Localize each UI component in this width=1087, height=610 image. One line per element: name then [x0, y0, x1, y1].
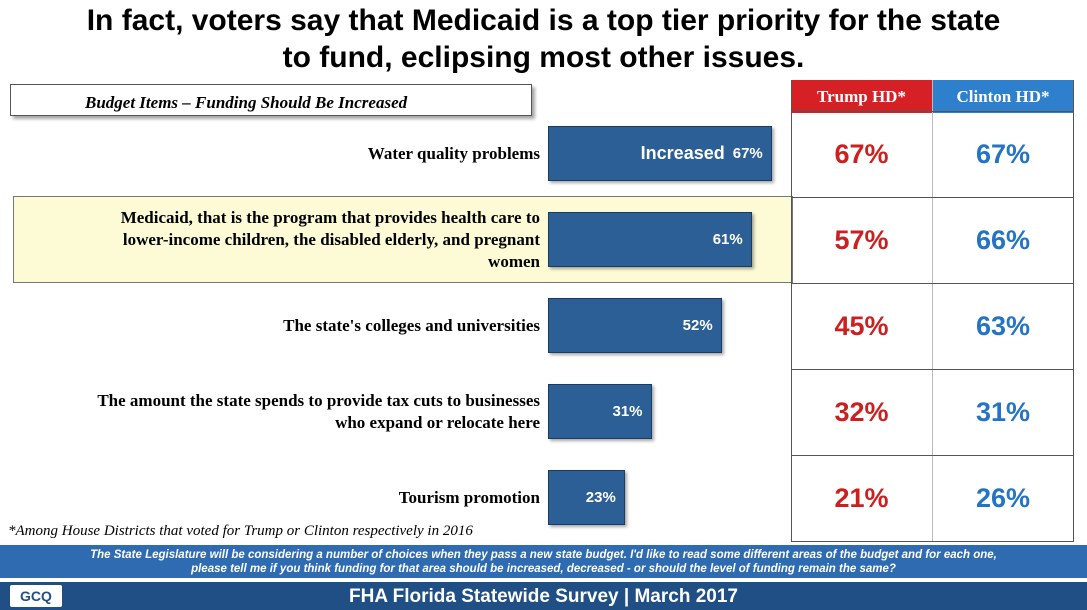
table-grid-hline: [791, 455, 1074, 456]
row-label: The state's colleges and universities: [283, 315, 540, 337]
row-label-line: The amount the state spends to provide t…: [97, 391, 540, 410]
row-label-line: who expand or relocate here: [335, 413, 540, 432]
trump-hd-cell: 57%: [834, 224, 889, 255]
logo-text: GCQ: [20, 588, 52, 604]
table-grid-hline: [791, 111, 1074, 112]
bar-value: 31%: [612, 403, 643, 420]
gcq-logo-icon: GCQ: [10, 585, 62, 607]
clinton-hd-cell: 67%: [975, 138, 1031, 169]
row-label: The amount the state spends to provide t…: [97, 390, 540, 434]
bar-value-label: 23%: [586, 471, 616, 524]
footer-bar: GCQ FHA Florida Statewide Survey | March…: [0, 580, 1087, 610]
title-line-1: In fact, voters say that Medicaid is a t…: [86, 4, 1001, 37]
table-grid-vline: [932, 80, 933, 541]
bar-value-label: Increased 67%: [641, 127, 763, 180]
clinton-hd-cell: 63%: [975, 310, 1031, 341]
series-label: Increased: [640, 143, 725, 163]
question-line-2: please tell me if you think funding for …: [191, 563, 896, 575]
clinton-hd-cell: 26%: [975, 482, 1031, 513]
footer-text: FHA Florida Statewide Survey | March 201…: [349, 586, 738, 607]
row-label: Tourism promotion: [399, 487, 540, 509]
clinton-hd-cell: 31%: [975, 396, 1031, 427]
subheading-box: Budget Items – Funding Should Be Increas…: [10, 84, 532, 116]
bar-value-label: 31%: [613, 385, 643, 438]
chart-bar: 61%: [548, 212, 752, 267]
table-grid-hline: [791, 283, 1074, 284]
chart-bar: 52%: [548, 298, 722, 353]
row-label-line: Medicaid, that is the program that provi…: [120, 208, 540, 227]
trump-hd-cell: 32%: [834, 396, 889, 427]
row-label-line: lower-income children, the disabled elde…: [122, 230, 540, 249]
bar-value: 52%: [682, 317, 713, 334]
bar-value: 67%: [732, 145, 763, 162]
table-grid-hline: [791, 369, 1074, 370]
table-grid-vline: [791, 80, 792, 541]
chart-bar: 23%: [548, 470, 625, 525]
table-grid-hline: [791, 197, 1074, 198]
trump-hd-cell: 67%: [834, 138, 889, 169]
clinton-column-header: Clinton HD*: [933, 80, 1073, 113]
title-line-2: to fund, eclipsing most other issues.: [282, 41, 805, 74]
bar-value-label: 61%: [713, 213, 743, 266]
subheading: Budget Items – Funding Should Be Increas…: [85, 93, 408, 112]
trump-hd-cell: 21%: [834, 482, 889, 513]
question-line-1: The State Legislature will be considerin…: [90, 549, 997, 561]
row-label-line: women: [488, 252, 540, 271]
row-label-line: Tourism promotion: [398, 488, 540, 507]
chart-bar: Increased 67%: [548, 126, 772, 181]
table-grid-hline: [791, 541, 1074, 542]
row-label-line: The state's colleges and universities: [283, 316, 540, 335]
row-label-line: Water quality problems: [367, 144, 540, 163]
trump-hd-cell: 45%: [834, 310, 889, 341]
page-title: In fact, voters say that Medicaid is a t…: [0, 2, 1087, 76]
table-grid-vline: [1073, 80, 1074, 541]
chart-bar: 31%: [548, 384, 652, 439]
row-label: Water quality problems: [368, 143, 540, 165]
bar-value: 23%: [585, 489, 616, 506]
row-label: Medicaid, that is the program that provi…: [121, 207, 540, 273]
footnote: *Among House Districts that voted for Tr…: [8, 523, 473, 539]
question-text: The State Legislature will be considerin…: [0, 543, 1087, 578]
bar-value-label: 52%: [683, 299, 713, 352]
bar-value: 61%: [712, 231, 743, 248]
trump-column-header: Trump HD*: [791, 80, 932, 113]
clinton-hd-cell: 66%: [975, 224, 1031, 255]
